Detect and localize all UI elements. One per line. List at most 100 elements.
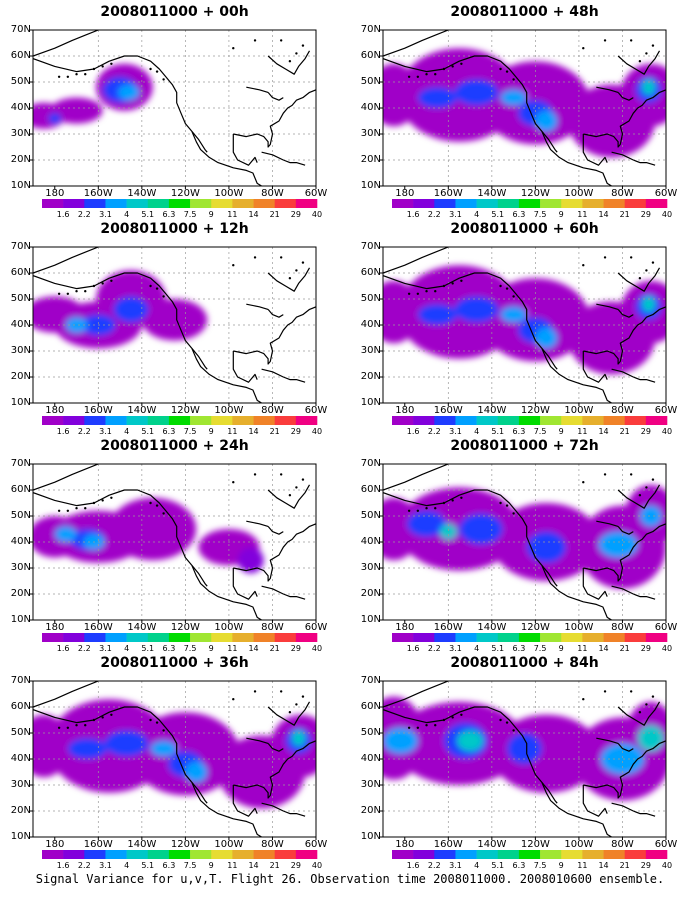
colorbar-label: 40 <box>661 210 673 219</box>
colorbar-swatch <box>413 199 435 208</box>
longitude-label: 180 <box>45 405 65 416</box>
coastline <box>383 489 613 620</box>
longitude-label: 160W <box>83 839 113 850</box>
latitude-label: 30N <box>10 779 31 790</box>
colorbar-label: 6.3 <box>162 644 176 653</box>
figure-caption: Signal Variance for u,v,T. Flight 26. Ob… <box>35 872 665 886</box>
colorbar-label: 40 <box>661 644 673 653</box>
coastline <box>583 306 666 365</box>
colorbar-label: 5.1 <box>141 427 155 436</box>
colorbar-label: 7.5 <box>183 210 197 219</box>
variance-contour <box>639 505 662 527</box>
colorbar-label: 1.6 <box>56 427 70 436</box>
colorbar-swatch <box>624 850 647 859</box>
coastline <box>582 351 608 383</box>
colorbar-swatch <box>168 633 191 642</box>
colorbar-swatch <box>253 416 275 425</box>
panel-title: 2008011000 + 36h <box>100 655 249 671</box>
panel-title: 2008011000 + 00h <box>100 4 249 20</box>
latitude-label: 30N <box>10 345 31 356</box>
colorbar-swatch <box>105 633 127 642</box>
coastline <box>33 55 263 186</box>
variance-contour <box>292 730 306 746</box>
latitude-label: 20N <box>360 154 381 165</box>
panel-title: 2008011000 + 84h <box>450 655 599 671</box>
colorbar-label: 2.2 <box>427 427 441 436</box>
latitude-label: 70N <box>360 24 381 35</box>
variance-contour <box>598 531 638 558</box>
map-svg <box>30 463 318 642</box>
latitude-label: 10N <box>10 614 31 625</box>
colorbar-swatch <box>253 199 275 208</box>
latitude-label: 50N <box>360 510 381 521</box>
colorbar-label: 1.6 <box>56 210 70 219</box>
colorbar-swatch <box>645 416 668 425</box>
colorbar-swatch <box>232 199 254 208</box>
colorbar-label: 5.1 <box>491 427 505 436</box>
latitude-label: 70N <box>360 458 381 469</box>
latitude-label: 40N <box>10 102 31 113</box>
colorbar-swatch <box>582 416 604 425</box>
variance-contour <box>237 547 264 574</box>
colorbar-label: 2.2 <box>77 427 91 436</box>
variance-contour <box>535 110 558 132</box>
latitude-label: 50N <box>10 727 31 738</box>
colorbar-swatch <box>147 633 170 642</box>
map-panel: 2008011000 + 12h 70N 60N 50N 40N 30N 20N 10N 180… <box>0 217 340 436</box>
colorbar-swatch <box>105 199 127 208</box>
colorbar-swatch <box>126 199 149 208</box>
coastline <box>232 134 258 166</box>
variance-contour <box>500 306 527 323</box>
colorbar-label: 29 <box>290 644 301 653</box>
coastline <box>611 368 656 383</box>
coastline <box>582 568 608 600</box>
colorbar-swatch <box>211 416 233 425</box>
colorbar-label: 21 <box>269 861 280 870</box>
colorbar-label: 4 <box>124 644 130 653</box>
longitude-label: 100W <box>214 622 244 633</box>
longitude-label: 180 <box>395 188 415 199</box>
coastline <box>383 247 449 274</box>
colorbar-swatch <box>211 633 233 642</box>
colorbar-label: 9 <box>558 210 564 219</box>
latitude-label: 40N <box>10 536 31 547</box>
colorbar-label: 9 <box>558 861 564 870</box>
variance-contour <box>67 738 107 759</box>
coastline <box>596 520 619 527</box>
longitude-label: 80W <box>261 622 284 633</box>
variance-contour <box>65 317 88 333</box>
colorbar-label: 9 <box>558 427 564 436</box>
colorbar-label: 3.1 <box>449 427 462 436</box>
colorbar-swatch <box>295 199 318 208</box>
colorbar-label: 40 <box>661 427 673 436</box>
latitude-label: 40N <box>360 536 381 547</box>
variance-contour <box>383 727 418 754</box>
colorbar-swatch <box>645 199 668 208</box>
colorbar-label: 14 <box>248 427 259 436</box>
colorbar-label: 5.1 <box>141 861 155 870</box>
colorbar-label: 2.2 <box>77 210 91 219</box>
coastline <box>617 484 661 509</box>
colorbar-label: 6.3 <box>162 427 176 436</box>
colorbar-swatch <box>126 850 149 859</box>
colorbar-swatch <box>63 416 85 425</box>
coastline <box>383 706 613 837</box>
coastline <box>267 267 311 292</box>
coastline <box>33 464 99 491</box>
coastline <box>267 92 284 101</box>
variance-contour <box>507 733 542 765</box>
coastline <box>33 247 99 274</box>
coastline <box>583 523 666 582</box>
coastline <box>267 50 311 75</box>
latitude-label: 60N <box>360 50 381 61</box>
coastline <box>617 309 634 318</box>
latitude-label: 60N <box>360 484 381 495</box>
latitude-label: 30N <box>360 345 381 356</box>
longitude-label: 140W <box>477 622 507 633</box>
coastline <box>541 348 558 370</box>
colorbar-label: 1.6 <box>406 210 420 219</box>
latitude-label: 60N <box>10 701 31 712</box>
colorbar-label: 21 <box>619 210 630 219</box>
colorbar-swatch <box>392 199 414 208</box>
colorbar-swatch <box>603 416 625 425</box>
